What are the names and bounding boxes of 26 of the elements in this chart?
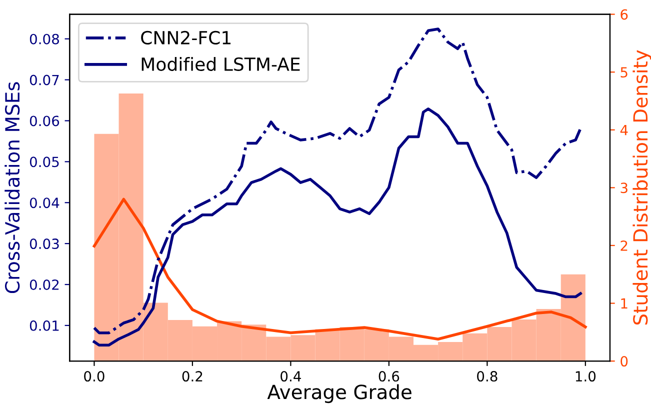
x-tick-label: 0.8	[477, 371, 498, 382]
y-tick-label: 0.05	[30, 156, 59, 168]
y-tick-label: 0.08	[30, 34, 59, 44]
x-tick-label: 0.6	[378, 371, 400, 382]
y-tick-label: 0.03	[30, 238, 59, 250]
y-axis-title: Cross-Validation MSEs	[4, 82, 20, 294]
x-tick-label: 0.2	[182, 371, 202, 382]
y-tick-label: 0.02	[30, 279, 59, 290]
line-series	[92, 198, 587, 341]
y-tick-label: 0.06	[30, 116, 60, 126]
legend-label: Modified LSTM-AE	[142, 57, 300, 72]
y2-tick-label: 3	[620, 182, 628, 194]
legend-label: CNN2-FC1	[141, 30, 231, 45]
y2-tick-label: 0	[620, 356, 628, 367]
y-tick-label: 0.01	[30, 320, 59, 331]
x-tick-label: 0.0	[84, 371, 104, 382]
y2-tick-label: 1	[621, 298, 628, 309]
x-tick-label: 1.0	[576, 371, 596, 382]
y2-tick-label: 5	[620, 67, 628, 78]
y2-tick-label: 4	[620, 125, 628, 136]
y2-tick-label: 2	[620, 240, 628, 251]
x-axis-title: Average Grade	[267, 384, 412, 404]
y-tick-label: 0.04	[30, 198, 60, 208]
x-tick-label: 0.4	[280, 371, 301, 382]
y-tick-label: 0.07	[30, 74, 59, 86]
y2-tick-label: 6	[620, 9, 628, 20]
